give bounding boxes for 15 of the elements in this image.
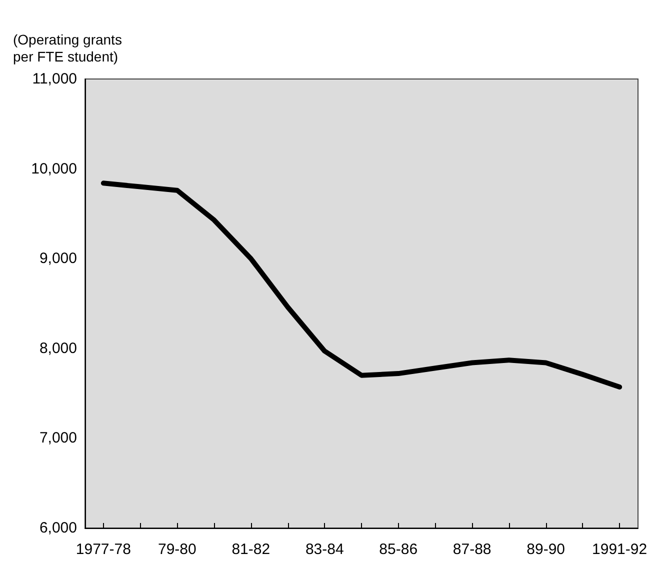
y-tick-label: 8,000 [39, 340, 77, 357]
x-tick-label: 81-82 [232, 541, 270, 558]
y-tick-label: 9,000 [39, 250, 77, 268]
x-tick-label: 83-84 [305, 541, 344, 558]
y-axis-title: (Operating grants per FTE student) [13, 32, 122, 64]
x-tick-label: 1991-92 [592, 541, 648, 558]
x-tick-label: 85-86 [379, 541, 418, 558]
x-tick-label: 1977-78 [76, 541, 131, 558]
y-tick-label: 7,000 [39, 430, 77, 447]
x-tick-label: 87-88 [452, 541, 492, 558]
y-tick-label: 6,000 [39, 520, 77, 536]
x-tick-label: 89-90 [526, 541, 566, 558]
y-tick-label: 11,000 [32, 70, 77, 88]
y-tick-label: 10,000 [31, 160, 77, 178]
x-tick-label: 79-80 [158, 541, 196, 558]
